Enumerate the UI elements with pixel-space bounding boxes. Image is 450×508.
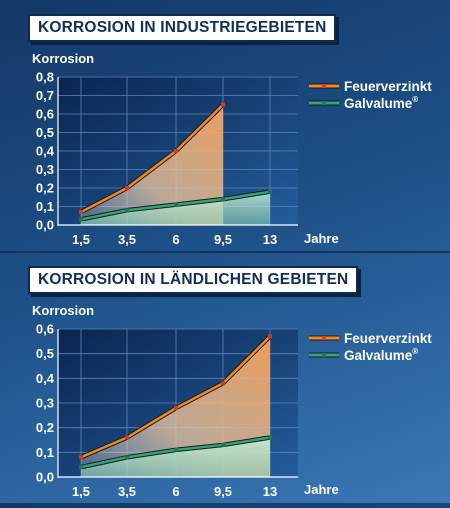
chart-title-industrial: KORROSION IN INDUSTRIEGEBIETEN — [28, 14, 337, 42]
x-tick-label: 9,5 — [214, 232, 232, 247]
y-tick-label: 0,3 — [36, 162, 54, 177]
legend-label-feuerverzinkt: Feuerverzinkt — [344, 331, 432, 346]
y-tick-label: 0,8 — [36, 70, 54, 85]
x-tick-label: 9,5 — [214, 484, 232, 499]
point-galvalume — [221, 197, 225, 202]
point-feuerverzinkt — [125, 435, 129, 440]
point-galvalume — [79, 465, 83, 470]
area-feuerverzinkt — [81, 336, 270, 477]
y-axis-label: Korrosion — [32, 303, 94, 318]
x-tick-label: 13 — [263, 232, 277, 247]
point-galvalume — [125, 208, 129, 213]
legend-marker — [322, 101, 326, 105]
y-tick-label: 0,2 — [36, 420, 54, 435]
series-line-feuerverzinkt — [80, 103, 224, 214]
panel-divider — [0, 251, 450, 253]
chart-panel-industrial: 0,0 0,1 0,2 0,3 0,4 0,5 0,6 0,7 0,8 1,5 3,5 6 9,5 13 K… — [0, 0, 450, 251]
x-tick-label: 6 — [172, 232, 179, 247]
x-tick-label: 6 — [172, 484, 179, 499]
point-feuerverzinkt — [174, 149, 178, 153]
chart-rural-svg: 0,0 0,1 0,2 0,3 0,4 0,5 0,6 1,5 3,5 6 9,5 13 Korrosi… — [32, 303, 432, 499]
point-galvalume — [221, 442, 225, 447]
chart-title-rural: KORROSION IN LÄNDLICHEN GEBIETEN — [28, 266, 359, 294]
point-galvalume — [174, 447, 178, 452]
y-axis-label: Korrosion — [32, 51, 94, 66]
chart-industrial-svg: 0,0 0,1 0,2 0,3 0,4 0,5 0,6 0,7 0,8 1,5 3,5 6 9,5 13 K… — [32, 51, 432, 247]
x-tick-label: 13 — [263, 484, 277, 499]
x-tick-label: 3,5 — [118, 232, 136, 247]
point-galvalume — [268, 189, 272, 194]
point-feuerverzinkt — [268, 334, 272, 339]
point-feuerverzinkt — [79, 210, 83, 215]
point-feuerverzinkt — [79, 455, 83, 460]
legend-marker — [322, 353, 326, 357]
point-galvalume — [268, 435, 272, 440]
y-tick-label: 0,5 — [36, 125, 54, 140]
legend-registered-mark: ® — [412, 95, 418, 104]
y-tick-label: 0,1 — [36, 199, 54, 214]
x-tick-label: 3,5 — [118, 484, 136, 499]
y-tick-label: 0,2 — [36, 181, 54, 196]
legend-registered-mark: ® — [412, 347, 418, 356]
legend-marker — [322, 336, 326, 340]
y-tick-label: 0,0 — [36, 470, 54, 485]
x-tick-label: 1,5 — [72, 232, 90, 247]
y-tick-label: 0,6 — [36, 107, 54, 122]
point-feuerverzinkt — [174, 405, 178, 410]
y-tick-label: 0,7 — [36, 88, 54, 103]
chart-panel-rural: 0,0 0,1 0,2 0,3 0,4 0,5 0,6 1,5 3,5 6 9,5 13 Korrosi… — [0, 251, 450, 503]
y-tick-label: 0,1 — [36, 445, 54, 460]
y-tick-label: 0,0 — [36, 218, 54, 233]
x-axis-label: Jahre — [304, 231, 339, 246]
y-tick-label: 0,4 — [36, 371, 55, 386]
x-axis-label: Jahre — [304, 482, 339, 497]
x-tick-label: 1,5 — [72, 484, 90, 499]
point-feuerverzinkt — [221, 102, 225, 107]
legend-label-galvalume: Galvalume® — [344, 95, 418, 111]
point-feuerverzinkt — [125, 186, 129, 190]
point-galvalume — [125, 455, 129, 460]
y-tick-label: 0,3 — [36, 396, 54, 411]
area-galvalume — [81, 437, 270, 477]
y-tick-label: 0,5 — [36, 346, 54, 361]
legend-marker — [322, 84, 326, 88]
y-tick-label: 0,4 — [36, 144, 55, 159]
point-galvalume — [174, 202, 178, 207]
y-tick-label: 0,6 — [36, 322, 54, 337]
legend-label-feuerverzinkt: Feuerverzinkt — [344, 79, 432, 94]
point-galvalume — [79, 217, 83, 222]
point-feuerverzinkt — [221, 381, 225, 386]
legend-label-galvalume: Galvalume® — [344, 347, 418, 363]
